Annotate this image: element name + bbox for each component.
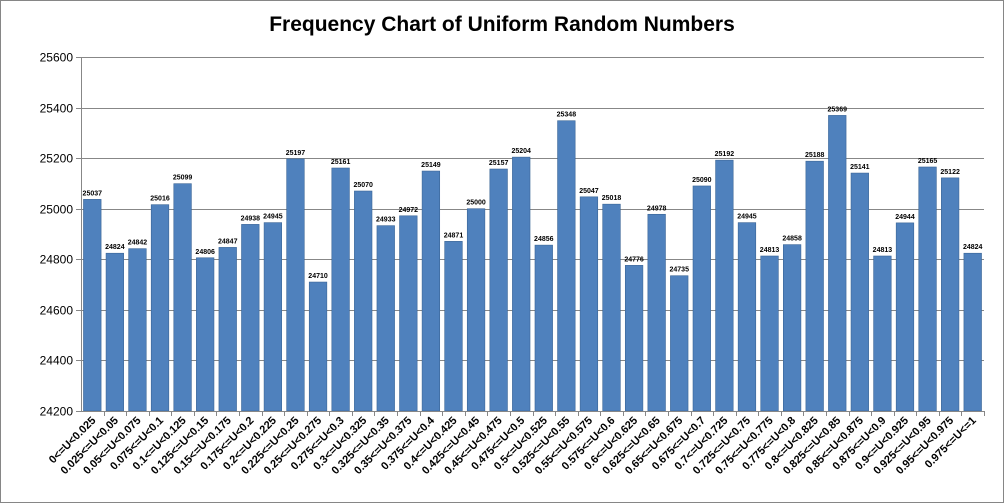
y-tick-label: 25600 [40, 51, 74, 65]
data-label: 24933 [376, 217, 396, 224]
bar [331, 167, 350, 412]
y-tick-label: 24400 [40, 354, 74, 368]
bar [399, 215, 418, 412]
bar [376, 225, 395, 412]
bar [105, 252, 124, 412]
data-label: 24813 [760, 247, 780, 254]
data-label: 25090 [692, 177, 712, 184]
bar [196, 257, 215, 412]
y-tick-label: 24600 [40, 304, 74, 318]
data-label: 25204 [511, 148, 531, 155]
data-label: 24945 [263, 214, 283, 221]
bar [286, 158, 305, 412]
bar [670, 275, 689, 412]
y-tick-label: 24200 [40, 405, 74, 419]
data-label: 24776 [624, 256, 644, 263]
data-label: 25037 [83, 190, 103, 197]
bar [895, 222, 915, 412]
bar [783, 244, 802, 412]
data-label: 24871 [444, 232, 464, 239]
data-label: 24978 [647, 205, 667, 212]
y-tick-label: 25000 [40, 203, 74, 217]
data-label: 24858 [782, 236, 802, 243]
y-tick-label: 25200 [40, 152, 74, 166]
bar [737, 222, 757, 412]
data-label: 24945 [737, 214, 757, 221]
data-label: 25141 [850, 164, 870, 171]
bar [828, 115, 847, 412]
bar [579, 196, 599, 412]
bar [624, 265, 644, 412]
chart-title: Frequency Chart of Uniform Random Number… [269, 13, 735, 36]
data-label: 24806 [195, 249, 215, 256]
data-label: 25149 [421, 162, 441, 169]
bar [83, 199, 102, 412]
data-label: 25016 [150, 196, 170, 203]
bar [241, 224, 260, 412]
data-label: 25369 [828, 106, 848, 113]
bar [444, 241, 463, 412]
bar [602, 203, 621, 412]
data-label: 24938 [241, 215, 261, 222]
gridlines [81, 57, 984, 361]
bar [557, 120, 576, 412]
bar [421, 170, 441, 412]
bar [263, 222, 282, 412]
bar [647, 213, 666, 412]
data-label: 24824 [105, 244, 125, 251]
bar [692, 185, 711, 412]
data-label: 25070 [353, 182, 373, 189]
bars [83, 115, 982, 412]
bar [308, 281, 328, 412]
y-tick-label: 25400 [40, 102, 74, 116]
bar [173, 183, 192, 412]
bar [918, 166, 937, 412]
data-label: 25000 [466, 200, 486, 207]
bar [873, 255, 892, 412]
data-label: 25161 [331, 159, 351, 166]
bar [150, 204, 170, 412]
bar [512, 156, 531, 412]
data-label: 24824 [963, 244, 983, 251]
data-label: 24842 [128, 240, 148, 247]
data-label: 25197 [286, 150, 306, 157]
data-label: 25157 [489, 160, 509, 167]
data-label: 25122 [940, 169, 960, 176]
axes: 24200 24400 24600 24800 25000 25200 25400 25600… [40, 51, 985, 477]
bar [218, 247, 237, 412]
bar [850, 172, 869, 412]
data-label: 24972 [399, 207, 419, 214]
bar [963, 252, 982, 412]
data-label: 24944 [895, 214, 915, 221]
bar [466, 208, 486, 412]
data-label: 25165 [918, 158, 938, 165]
data-label: 25348 [557, 112, 577, 119]
bar [941, 177, 960, 412]
data-label: 24710 [308, 273, 328, 280]
bar [534, 244, 553, 412]
data-label: 25018 [602, 195, 622, 202]
data-label: 24735 [670, 267, 690, 274]
data-label: 25188 [805, 152, 825, 159]
data-labels: 2503724824248422501625099248062484724938… [83, 106, 983, 280]
bar [715, 159, 734, 412]
bar [489, 168, 508, 412]
data-label: 24847 [218, 238, 238, 245]
data-label: 25099 [173, 175, 193, 182]
data-label: 24856 [534, 236, 554, 243]
bar [354, 190, 373, 412]
data-label: 25192 [715, 151, 735, 158]
data-label: 24813 [873, 247, 893, 254]
bar [128, 248, 147, 412]
data-label: 25047 [579, 188, 599, 195]
y-tick-label: 24800 [40, 253, 74, 267]
bar [760, 255, 779, 412]
bar [805, 160, 824, 412]
